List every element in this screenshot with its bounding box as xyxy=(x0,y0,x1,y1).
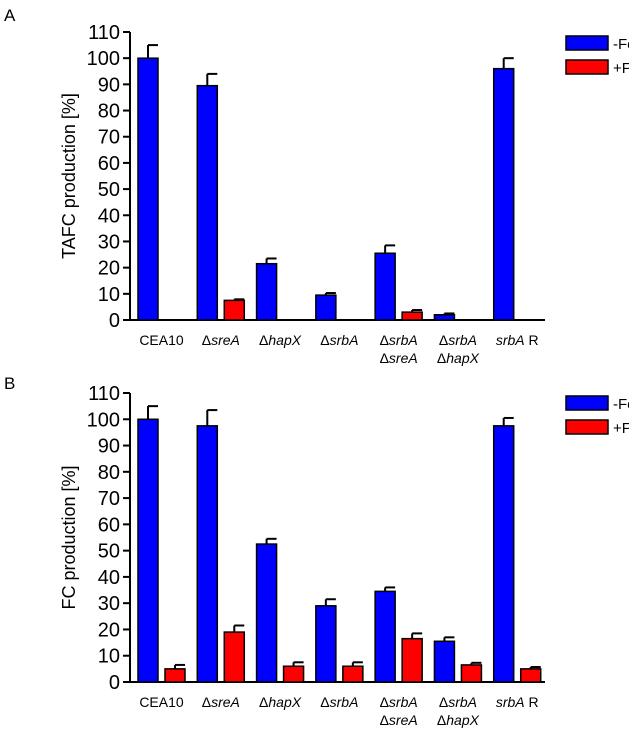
legend-label-plus-fe: +Fe xyxy=(613,420,629,437)
y-tick-label: 60 xyxy=(98,153,120,175)
bar-plus-fe xyxy=(223,631,246,683)
y-tick-label: 90 xyxy=(98,74,120,96)
category-label: ΔsrbA xyxy=(439,694,477,710)
bar-minus-fe xyxy=(137,57,159,321)
category-label: ΔsreA xyxy=(202,694,240,710)
panel-a: A 0 10 20 30 40 50 60 70 80 90 100 110 TAFC productio… xyxy=(0,0,629,369)
bar-plus-fe xyxy=(401,637,423,683)
bar-plus-fe xyxy=(223,299,246,321)
bar-plus-fe xyxy=(282,665,305,683)
y-tick-label: 110 xyxy=(88,22,120,44)
y-tick-label: 10 xyxy=(98,646,120,668)
panel-letter: B xyxy=(4,374,15,393)
y-tick-label: 30 xyxy=(98,231,120,253)
y-tick-label: 40 xyxy=(98,205,120,227)
legend-swatch-minus-fe xyxy=(565,395,609,411)
y-tick-label: 40 xyxy=(98,567,120,589)
bar-minus-fe xyxy=(196,425,219,683)
bar-minus-fe xyxy=(492,67,515,321)
category-label: ΔsrbA xyxy=(320,332,358,348)
y-tick-label: 70 xyxy=(98,488,120,510)
bar-plus-fe xyxy=(401,311,423,321)
bar-minus-fe xyxy=(433,314,456,321)
y-axis-title: TAFC production [%] xyxy=(59,93,79,259)
category-label: ΔsrbA xyxy=(380,332,418,348)
category-label: ΔsrbA xyxy=(380,694,418,710)
bar-minus-fe xyxy=(137,418,159,683)
y-tick-label: 0 xyxy=(109,310,120,332)
legend-swatch-plus-fe xyxy=(565,59,609,75)
y-tick-label: 110 xyxy=(88,383,120,405)
bar-plus-fe xyxy=(342,665,364,683)
legend-label-minus-fe: -Fe xyxy=(613,36,629,53)
bar-plus-fe xyxy=(164,668,186,683)
y-tick-label: 80 xyxy=(98,101,120,123)
category-label: srbA R xyxy=(496,332,539,348)
bar-plus-fe xyxy=(519,668,542,683)
chart-fc: B 0 10 20 30 40 50 60 70 80 90 100 110 FC production … xyxy=(4,374,629,728)
y-tick-label: 20 xyxy=(98,619,120,641)
y-tick-label: 60 xyxy=(98,514,120,536)
y-tick-label: 70 xyxy=(98,127,120,149)
bar-minus-fe xyxy=(374,590,396,683)
category-label: ΔsreA xyxy=(380,712,418,728)
y-tick-label: 50 xyxy=(98,179,120,201)
bar-minus-fe xyxy=(255,543,278,683)
category-label: ΔhapX xyxy=(437,350,480,366)
category-label: ΔsreA xyxy=(202,332,240,348)
category-label: ΔsreA xyxy=(380,350,418,366)
category-label: CEA10 xyxy=(139,694,184,710)
panel-b: B 0 10 20 30 40 50 60 70 80 90 100 110 FC production … xyxy=(0,369,629,739)
legend-swatch-minus-fe xyxy=(565,35,609,51)
y-tick-label: 20 xyxy=(98,258,120,280)
legend-label-minus-fe: -Fe xyxy=(613,396,629,413)
category-label: ΔhapX xyxy=(259,332,302,348)
chart-tafc: A 0 10 20 30 40 50 60 70 80 90 100 110 TAFC productio… xyxy=(4,6,629,366)
y-axis-title: FC production [%] xyxy=(59,465,79,609)
y-tick-label: 100 xyxy=(87,409,120,431)
y-tick-label: 30 xyxy=(98,593,120,615)
bar-minus-fe xyxy=(255,262,278,321)
category-label: srbA R xyxy=(496,694,539,710)
category-label: CEA10 xyxy=(139,332,184,348)
legend-label-plus-fe: +Fe xyxy=(613,60,629,77)
bar-minus-fe xyxy=(196,84,219,321)
category-label: ΔsrbA xyxy=(320,694,358,710)
bar-minus-fe xyxy=(433,640,456,683)
bar-minus-fe xyxy=(315,605,337,683)
panel-letter: A xyxy=(4,6,16,25)
category-label: ΔsrbA xyxy=(439,332,477,348)
y-tick-label: 80 xyxy=(98,462,120,484)
y-tick-label: 90 xyxy=(98,436,120,458)
y-tick-label: 0 xyxy=(109,672,120,694)
bar-plus-fe xyxy=(460,664,483,683)
y-tick-label: 10 xyxy=(98,284,120,306)
y-tick-label: 50 xyxy=(98,541,120,563)
bar-minus-fe xyxy=(374,252,396,321)
category-label: ΔhapX xyxy=(437,712,480,728)
y-tick-label: 100 xyxy=(87,48,120,70)
category-label: ΔhapX xyxy=(259,694,302,710)
bar-minus-fe xyxy=(492,425,515,683)
bar-minus-fe xyxy=(315,294,337,321)
legend-swatch-plus-fe xyxy=(565,419,609,435)
